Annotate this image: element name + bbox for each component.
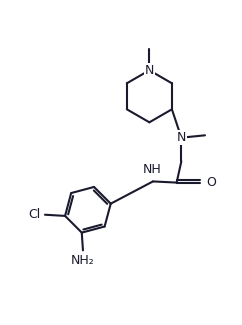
- Text: NH₂: NH₂: [71, 254, 95, 267]
- Text: NH: NH: [143, 163, 161, 176]
- Text: Cl: Cl: [28, 208, 40, 221]
- Text: O: O: [206, 176, 216, 189]
- Text: N: N: [145, 64, 154, 77]
- Text: N: N: [177, 131, 186, 144]
